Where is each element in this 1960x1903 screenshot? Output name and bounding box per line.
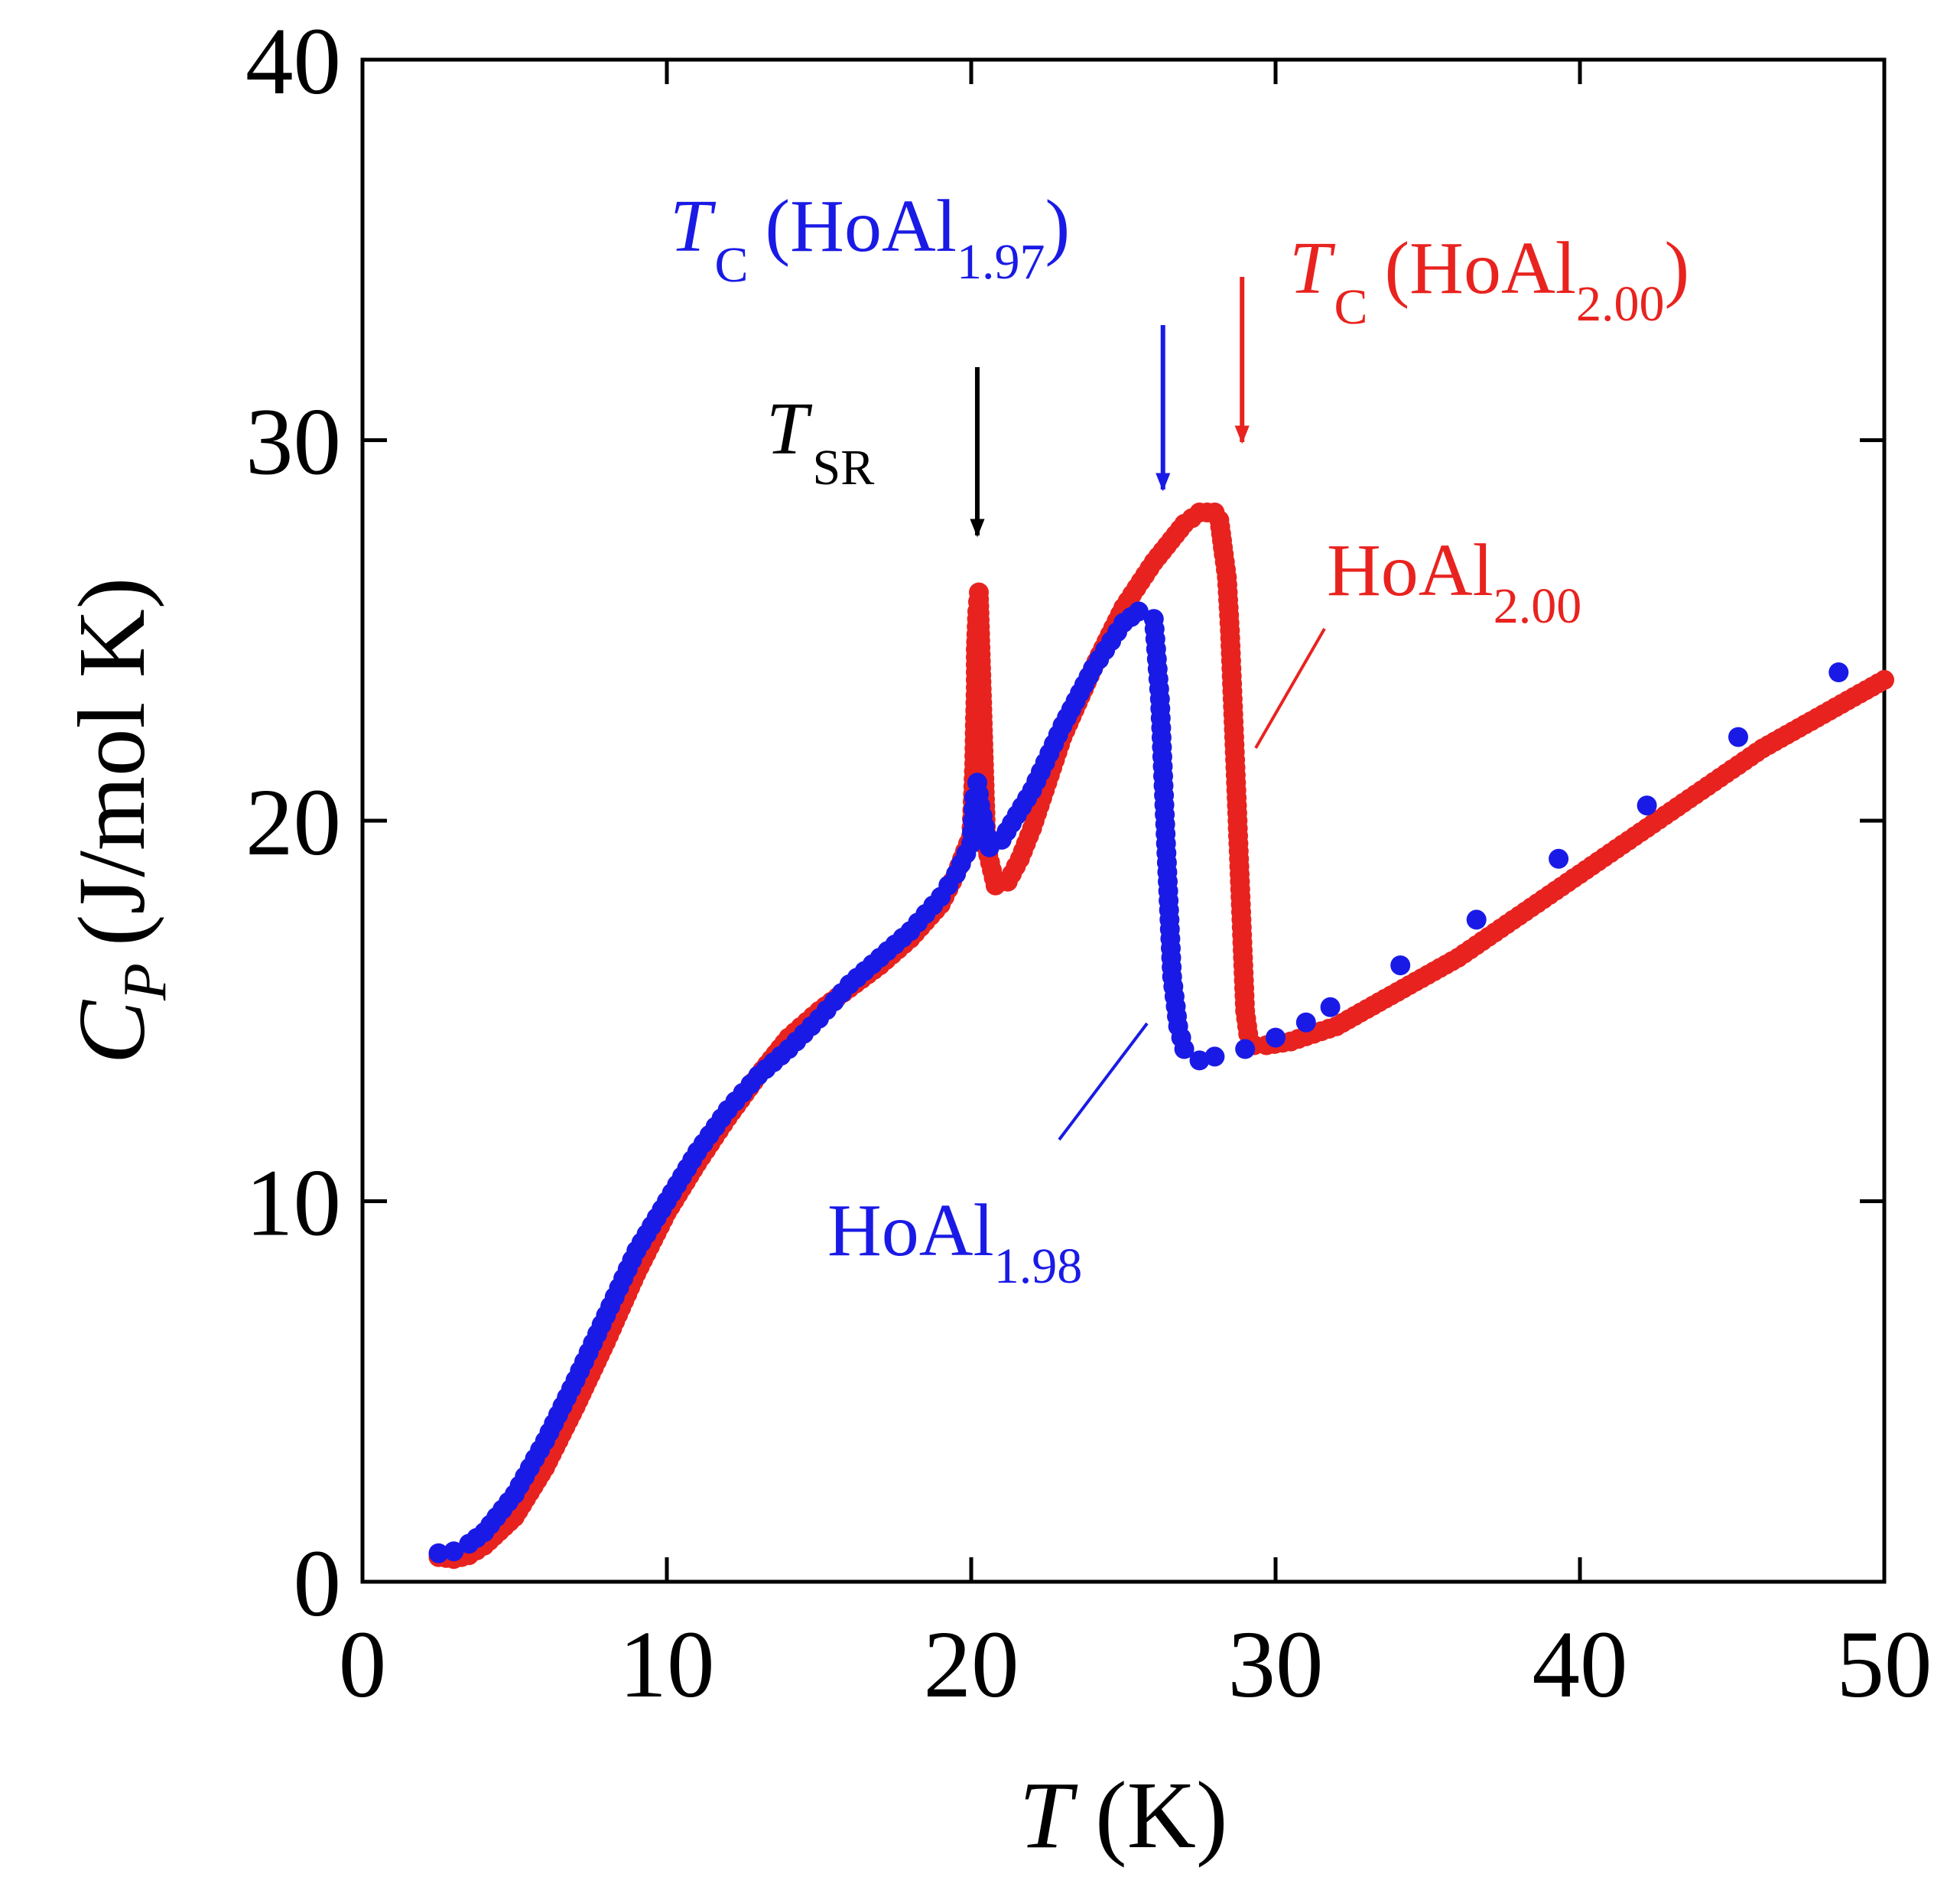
hoal1-98-point: [1189, 1050, 1210, 1071]
hoal1-98-point: [1637, 795, 1657, 816]
tick-labels: 0 10 20 30 40 50 0 10 20 30 40: [245, 9, 1932, 1718]
x-tick-label: 20: [924, 1612, 1019, 1718]
label-hoal2-00: HoAl2.00: [1327, 529, 1581, 634]
annotation-tc-hoal2-00: TC (HoAl2.00): [1289, 227, 1689, 335]
hoal1-98-point: [1549, 848, 1569, 869]
x-axis-title: T (K): [1019, 1763, 1227, 1869]
hoal1-98-point: [1466, 909, 1487, 930]
hoal1-98-point: [1828, 662, 1849, 682]
y-tick-label: 20: [245, 770, 341, 876]
x-tick-label: 30: [1228, 1612, 1324, 1718]
hoal1-98-point: [1320, 997, 1341, 1017]
hoal1-98-point: [428, 1543, 449, 1563]
x-tick-label: 0: [339, 1612, 387, 1718]
hoal1-98-point: [1390, 955, 1411, 976]
hoal1-98-point: [1266, 1027, 1286, 1048]
x-tick-label: 50: [1837, 1612, 1932, 1718]
hoal1-98-point: [1128, 601, 1149, 622]
hoal1-98-point: [1235, 1039, 1256, 1059]
hoal1-98-point: [1174, 1039, 1195, 1059]
hoal2-00-point: [1874, 669, 1894, 690]
y-tick-label: 10: [245, 1151, 341, 1257]
label-hoal2-00-leader: [1254, 628, 1326, 749]
label-hoal1-98: HoAl1.98: [827, 1189, 1082, 1294]
hoal1-98-point: [1204, 1046, 1225, 1067]
y-tick-label: 40: [245, 9, 341, 115]
axis-ticks: [360, 57, 1887, 1584]
x-tick-label: 10: [619, 1612, 715, 1718]
label-hoal1-98-leader: [1058, 1022, 1149, 1141]
y-tick-label: 0: [294, 1531, 342, 1637]
annotation-tsr: TSR: [766, 388, 874, 496]
hoal1-98-point: [1295, 1012, 1316, 1033]
hoal1-98-point: [1728, 727, 1748, 747]
y-tick-label: 30: [245, 390, 341, 496]
series-hoal1-98: [428, 601, 1849, 1563]
annotation-tc-hoal1-97: TC (HoAl1.97): [670, 185, 1070, 293]
hoal1-98-point: [444, 1541, 464, 1562]
y-axis-title: CP(J/mol K): [60, 577, 179, 1065]
x-tick-label: 40: [1533, 1612, 1628, 1718]
